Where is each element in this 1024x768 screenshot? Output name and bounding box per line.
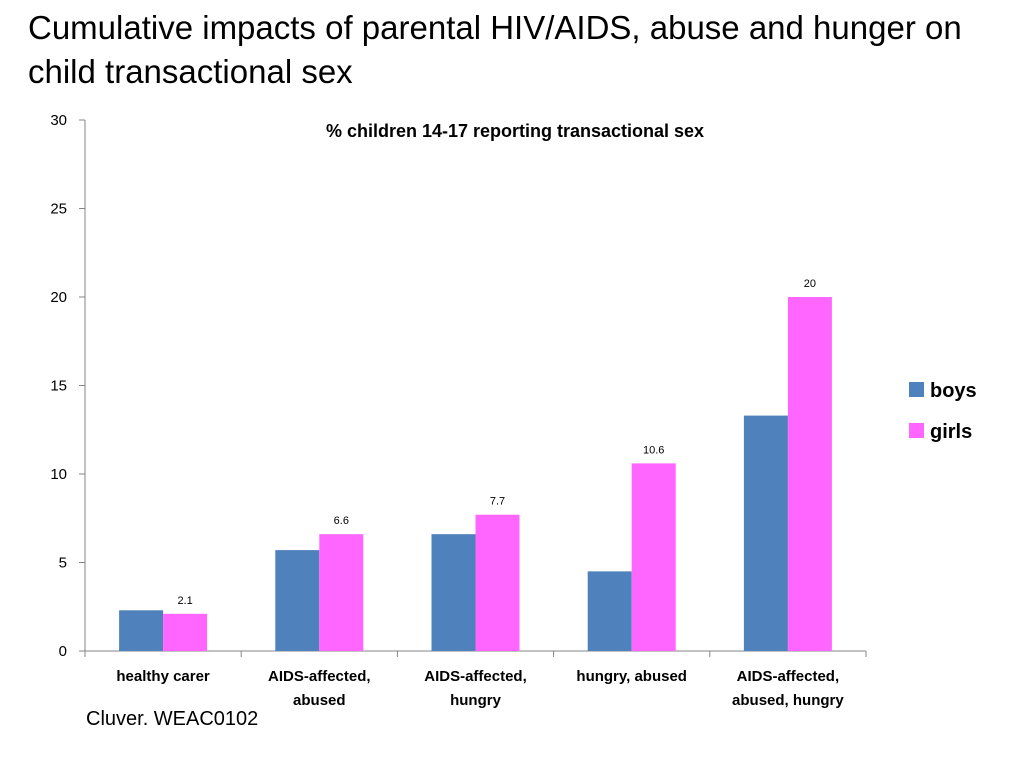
data-label: 20 xyxy=(804,278,816,290)
bar-boys xyxy=(275,550,320,651)
bar-boys xyxy=(743,415,788,651)
legend-swatch-boys xyxy=(909,382,924,397)
category-label: hungry, abused xyxy=(576,668,687,685)
bar-girls xyxy=(475,514,520,651)
y-tick-label: 15 xyxy=(50,378,67,395)
y-axis: 0 5 10 15 20 25 30 xyxy=(50,112,86,660)
y-tick-label: 0 xyxy=(59,643,67,660)
bar-girls xyxy=(163,613,208,651)
legend-label-boys: boys xyxy=(930,380,977,402)
y-tick-label: 25 xyxy=(50,201,67,218)
data-label: 7.7 xyxy=(490,496,505,508)
bar-girls xyxy=(631,463,676,651)
bar-girls xyxy=(787,297,832,651)
bar-boys xyxy=(119,610,164,651)
category-label: healthy carer xyxy=(116,668,210,685)
data-label: 10.6 xyxy=(643,444,664,456)
legend-label-girls: girls xyxy=(930,421,972,443)
data-label: 6.6 xyxy=(334,515,349,527)
bar-girls xyxy=(319,534,364,651)
source-citation: Cluver. WEAC0102 xyxy=(86,708,259,730)
x-axis: healthy carer AIDS-affected, abused AIDS-af… xyxy=(84,650,867,709)
category-label: AIDS-affected, xyxy=(268,668,371,685)
category-label: hungry xyxy=(450,692,501,709)
y-tick-label: 10 xyxy=(50,466,67,483)
bars xyxy=(119,297,832,651)
category-label: AIDS-affected, xyxy=(424,668,527,685)
bar-boys xyxy=(431,534,476,651)
category-label: abused xyxy=(293,692,346,709)
category-label: abused, hungry xyxy=(732,692,844,709)
data-labels: 2.1 6.6 7.7 10.6 20 xyxy=(177,278,816,607)
slide-title: Cumulative impacts of parental HIV/AIDS,… xyxy=(28,9,962,90)
legend: boys girls xyxy=(909,380,977,443)
y-tick-label: 20 xyxy=(50,289,67,306)
y-tick-label: 5 xyxy=(59,555,67,572)
data-label: 2.1 xyxy=(177,595,192,607)
chart-title: % children 14-17 reporting transactional… xyxy=(326,121,704,141)
bar-boys xyxy=(587,571,632,651)
legend-swatch-girls xyxy=(909,423,924,438)
y-tick-label: 30 xyxy=(50,112,67,129)
category-label: AIDS-affected, xyxy=(737,668,840,685)
